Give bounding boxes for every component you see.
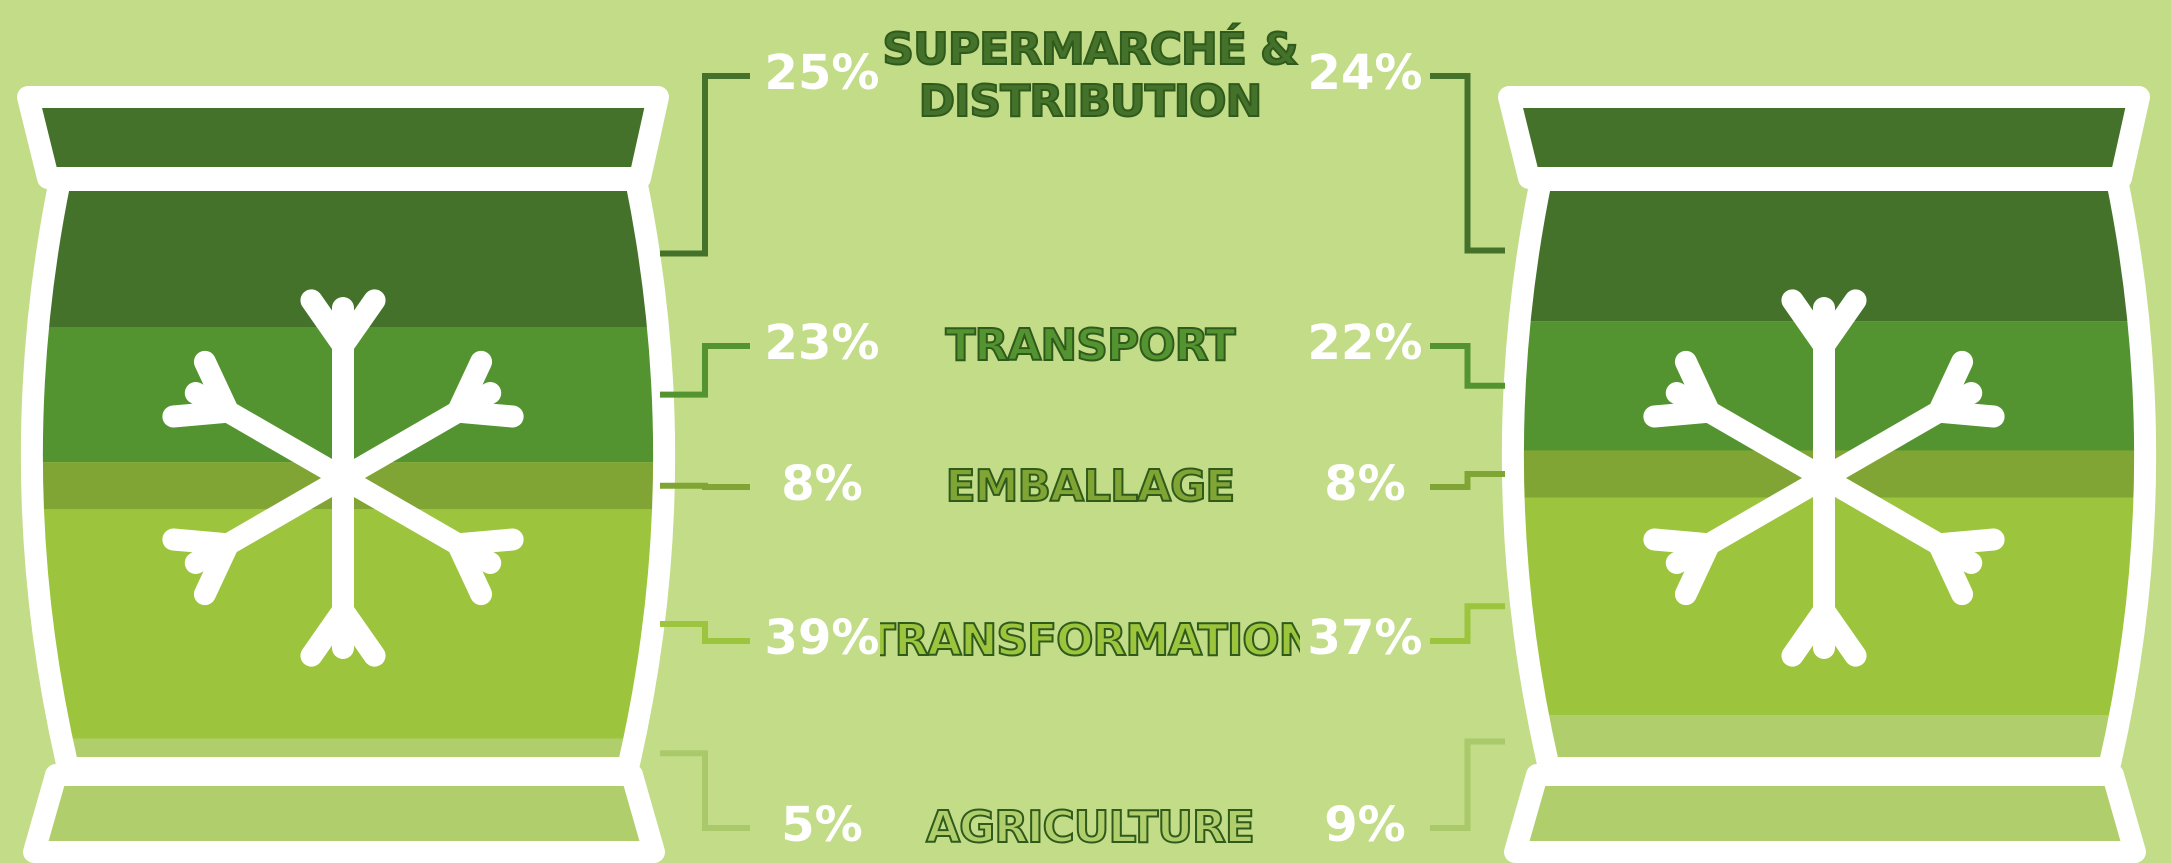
bottom-cap <box>1515 775 2135 852</box>
infographic: 25%24%SUPERMARCHÉ & DISTRIBUTION23%22%TR… <box>0 0 2171 863</box>
branch <box>173 540 228 545</box>
value-label: 24% <box>1308 45 1423 101</box>
value-label: 8% <box>1324 456 1406 512</box>
category-wrap: SUPERMARCHÉ & DISTRIBUTION <box>880 16 1300 136</box>
value-label: 25% <box>765 45 880 101</box>
segment <box>0 180 708 327</box>
connector <box>1430 76 1505 251</box>
top-cap <box>1509 97 2139 178</box>
category-label: EMBALLAGE <box>880 427 1300 547</box>
connector <box>660 76 750 254</box>
connector <box>1430 742 1505 828</box>
value-label: 37% <box>1308 610 1423 666</box>
category-label: TRANSPORT <box>880 286 1300 406</box>
top-cap <box>28 97 658 178</box>
category-wrap: TRANSFORMATION <box>880 581 1300 701</box>
value-label: 8% <box>781 456 863 512</box>
branch <box>1939 412 1994 417</box>
category-label: AGRICULTURE <box>880 768 1300 863</box>
category-wrap: EMBALLAGE <box>880 427 1300 547</box>
value-label: 9% <box>1324 797 1406 853</box>
value-label: 22% <box>1308 315 1423 371</box>
connector <box>1430 606 1505 641</box>
connector <box>1430 474 1505 487</box>
value-label: 5% <box>781 797 863 853</box>
branch <box>458 412 513 417</box>
value-label: 23% <box>765 315 880 371</box>
branch <box>1654 540 1709 545</box>
category-label: TRANSFORMATION <box>880 581 1300 701</box>
category-wrap: TRANSPORT <box>880 286 1300 406</box>
category-wrap: AGRICULTURE <box>880 768 1300 863</box>
connector <box>660 486 750 487</box>
connector <box>660 624 750 641</box>
connector <box>660 753 750 828</box>
connector <box>660 346 750 395</box>
bottom-cap <box>34 775 654 852</box>
value-label: 39% <box>765 610 880 666</box>
connector <box>1430 346 1505 386</box>
category-label: SUPERMARCHÉ & DISTRIBUTION <box>880 16 1300 136</box>
